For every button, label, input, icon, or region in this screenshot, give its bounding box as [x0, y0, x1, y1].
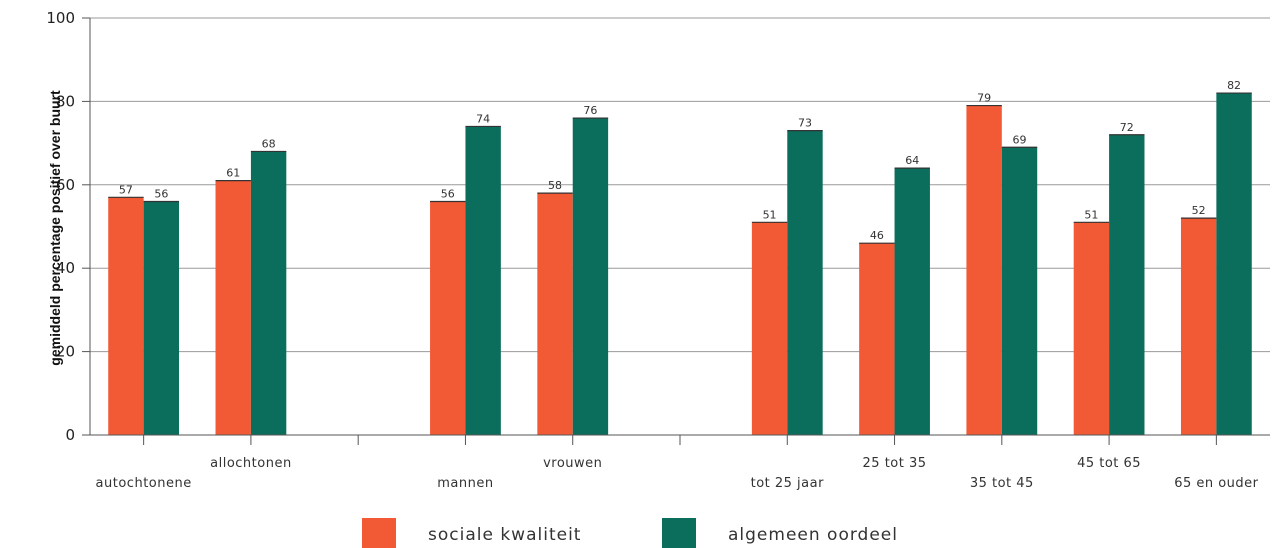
data-label: 61 — [226, 167, 240, 180]
category-label: 25 tot 35 — [863, 456, 927, 471]
data-label: 52 — [1192, 204, 1206, 217]
legend-swatch — [362, 518, 396, 548]
bar — [215, 180, 251, 435]
bar — [1180, 218, 1217, 435]
data-label: 79 — [977, 92, 991, 105]
data-label: 57 — [119, 183, 133, 196]
data-label: 72 — [1120, 121, 1134, 134]
legend-label: sociale kwaliteit — [428, 525, 581, 545]
y-tick-label: 40 — [56, 259, 75, 277]
category-label: autochtonene — [96, 476, 192, 491]
data-label: 56 — [441, 187, 455, 200]
legend: sociale kwaliteit algemeen oordeel — [362, 518, 898, 548]
category-label: allochtonen — [210, 456, 292, 471]
data-label: 46 — [870, 229, 884, 242]
category-label: mannen — [437, 476, 493, 491]
bar — [572, 118, 609, 435]
bar — [894, 168, 930, 435]
y-tick-label: 20 — [56, 343, 75, 361]
bar — [787, 130, 823, 435]
category-label: vrouwen — [543, 456, 602, 471]
bar — [1001, 147, 1038, 435]
data-label: 76 — [583, 104, 597, 117]
bar — [859, 243, 895, 435]
data-label: 69 — [1013, 133, 1027, 146]
data-label: 58 — [548, 179, 562, 192]
axes: 0 20 40 60 80 100 autochtonene allochtonen manne… — [46, 9, 1270, 491]
y-tick-label: 0 — [65, 426, 75, 444]
bar — [250, 151, 287, 435]
y-tick-label: 100 — [46, 9, 75, 27]
bar — [143, 201, 180, 435]
bar — [1216, 93, 1252, 435]
data-label: 82 — [1227, 79, 1241, 92]
data-label: 74 — [476, 112, 490, 125]
category-label: tot 25 jaar — [751, 476, 824, 491]
y-tick-label: 80 — [56, 92, 75, 110]
bar — [1073, 222, 1110, 435]
data-label: 64 — [905, 154, 919, 167]
data-label: 51 — [763, 208, 777, 221]
data-label: 51 — [1084, 208, 1098, 221]
legend-swatch — [662, 518, 696, 548]
data-label: 68 — [262, 137, 276, 150]
bar — [537, 193, 573, 435]
bar — [1109, 134, 1145, 435]
bar — [465, 126, 501, 436]
bar — [751, 222, 788, 435]
y-axis-label: gemiddeld percentage positief over buurt — [47, 90, 63, 366]
bar — [430, 201, 466, 435]
y-tick-label: 60 — [56, 176, 75, 194]
category-label: 35 tot 45 — [970, 476, 1034, 491]
data-label: 56 — [154, 187, 168, 200]
bar — [966, 105, 1002, 435]
category-label: 45 tot 65 — [1077, 456, 1141, 471]
data-label: 73 — [798, 117, 812, 130]
bars: 57 56 61 68 56 74 58 76 51 73 46 64 79 69 51 72 52 82 — [108, 79, 1252, 436]
legend-label: algemeen oordeel — [728, 525, 898, 545]
bar — [108, 197, 144, 435]
category-label: 65 en ouder — [1174, 476, 1258, 491]
